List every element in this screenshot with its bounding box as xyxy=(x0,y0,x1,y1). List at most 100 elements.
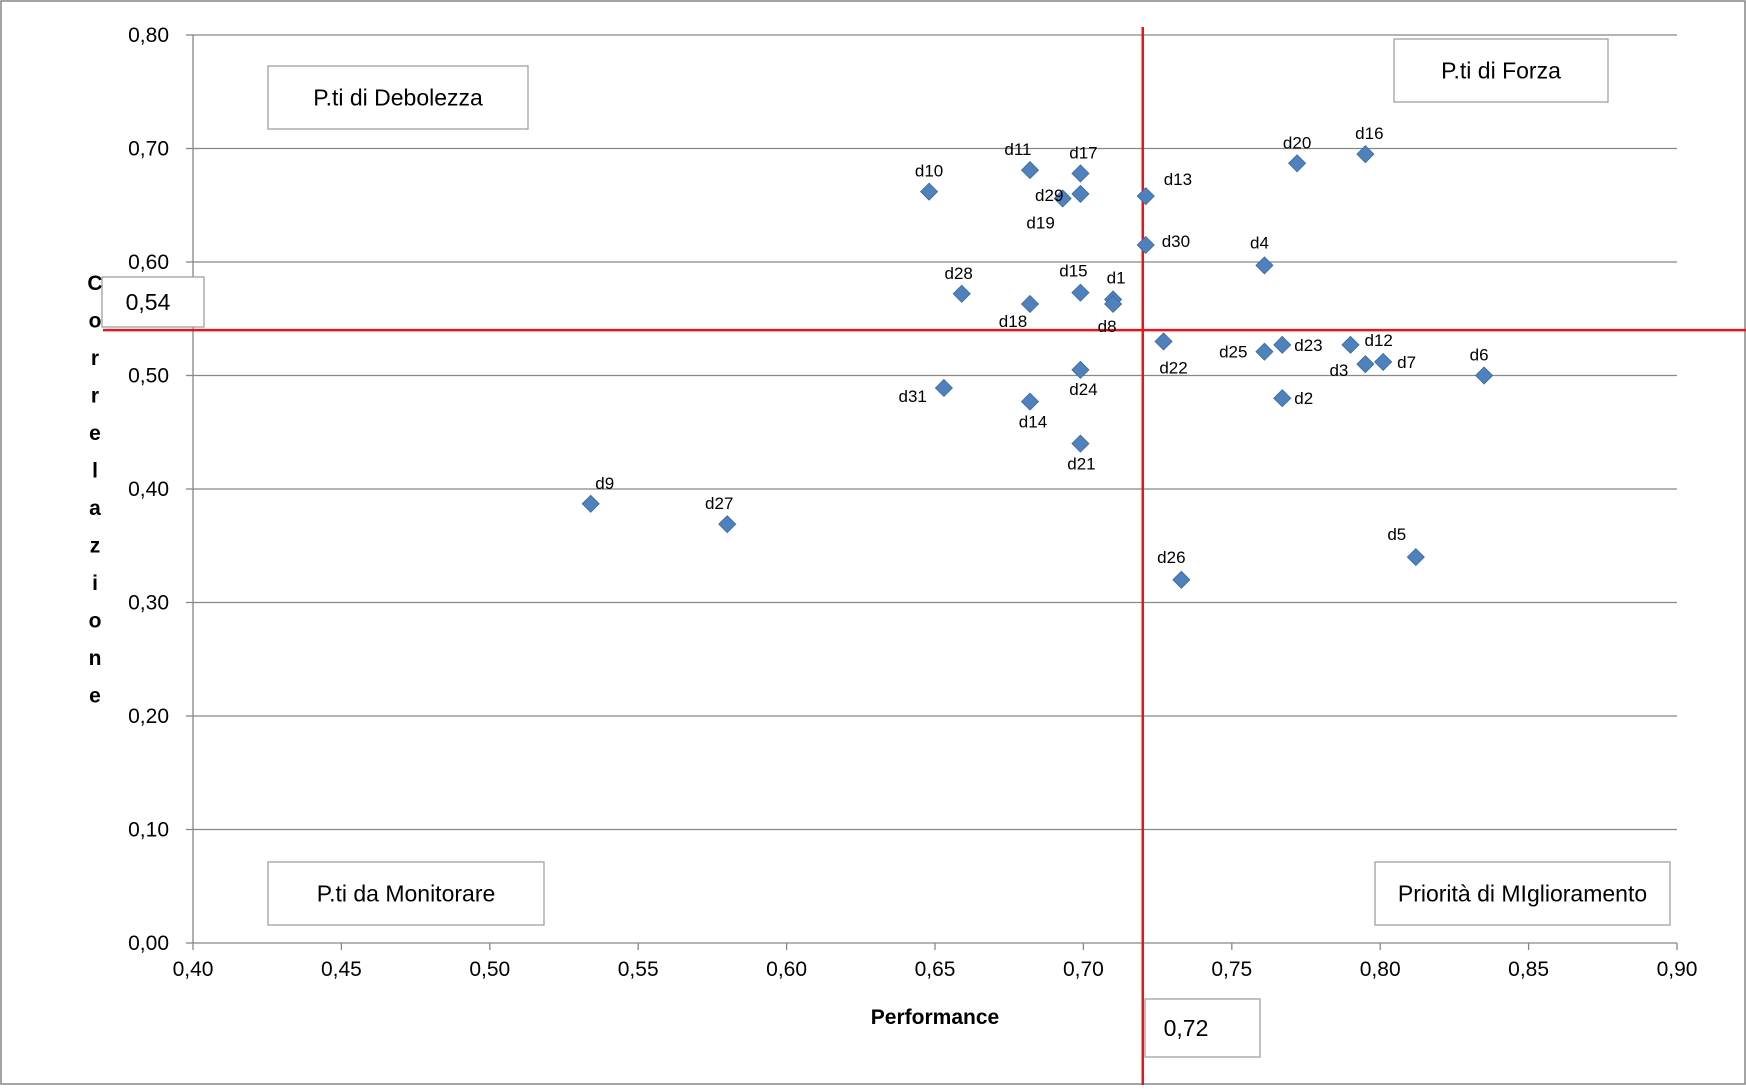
point-d30: d30 xyxy=(1136,232,1190,255)
point-label: d12 xyxy=(1365,331,1393,350)
quadrant-top-left-text: P.ti di Debolezza xyxy=(313,85,483,111)
point-marker xyxy=(919,182,939,201)
point-label: d2 xyxy=(1294,389,1313,408)
y-tick-label: 0,50 xyxy=(128,365,169,388)
point-label: d28 xyxy=(945,264,973,283)
point-marker xyxy=(1475,366,1494,385)
y-axis-title-letter: i xyxy=(92,572,98,595)
point-d13: d13 xyxy=(1136,170,1192,206)
point-label: d30 xyxy=(1162,232,1190,251)
quadrant-bottom-left-text: P.ti da Monitorare xyxy=(317,881,496,907)
point-d6: d6 xyxy=(1470,346,1494,385)
point-label: d5 xyxy=(1387,525,1406,544)
point-label: d4 xyxy=(1250,233,1269,252)
point-marker xyxy=(1255,342,1274,361)
point-d21: d21 xyxy=(1067,434,1096,474)
y-tick-label: 0,20 xyxy=(128,705,169,728)
point-label: d27 xyxy=(705,494,733,513)
point-label: d24 xyxy=(1069,380,1097,399)
point-label: d18 xyxy=(999,312,1027,331)
threshold-y-box xyxy=(101,276,205,328)
point-marker xyxy=(1071,164,1090,183)
point-marker xyxy=(1172,570,1191,589)
threshold-x-label: 0,72 xyxy=(1164,1015,1209,1041)
point-label: d16 xyxy=(1355,124,1383,143)
y-axis-title-letter: e xyxy=(89,685,101,708)
point-d25: d25 xyxy=(1219,342,1274,362)
data-points: d1 d2 d3 d4 d5 d6 d7 d8 d9 d10 d11 d12 d13 d14 d15 d16 d… xyxy=(581,124,1494,589)
quadrant-top-right-text: P.ti di Forza xyxy=(1441,58,1561,84)
point-label: d9 xyxy=(595,474,614,493)
point-marker xyxy=(1406,548,1425,567)
quadrant-top-left: P.ti di Debolezza xyxy=(267,65,529,130)
point-label: d22 xyxy=(1159,358,1187,377)
point-label: d17 xyxy=(1069,143,1097,162)
point-marker xyxy=(1053,189,1072,208)
point-label: d8 xyxy=(1098,317,1117,336)
point-label: d6 xyxy=(1470,346,1489,365)
point-d11: d11 xyxy=(1004,140,1040,180)
y-axis-title-letter: n xyxy=(89,647,102,670)
point-label: d3 xyxy=(1329,361,1348,380)
point-label: d21 xyxy=(1067,455,1095,474)
point-label: d13 xyxy=(1164,170,1192,189)
point-marker xyxy=(1071,184,1090,203)
point-marker xyxy=(1341,335,1360,354)
y-tick-label: 0,30 xyxy=(128,592,169,615)
y-tick-label: 0,10 xyxy=(128,819,169,842)
x-tick-label: 0,50 xyxy=(469,958,510,981)
point-d23: d23 xyxy=(1273,335,1323,355)
point-d18: d18 xyxy=(999,294,1040,331)
point-label: d1 xyxy=(1107,268,1126,287)
point-d2: d2 xyxy=(1273,389,1313,408)
x-tick-label: 0,45 xyxy=(321,958,362,981)
y-tick-label: 0,40 xyxy=(128,478,169,501)
point-label: d7 xyxy=(1397,353,1416,372)
point-d20: d20 xyxy=(1283,133,1311,173)
point-d19: d19 xyxy=(1026,189,1072,232)
y-axis-title-letter: l xyxy=(92,460,98,483)
point-marker xyxy=(1020,294,1040,314)
point-d9: d9 xyxy=(581,474,614,513)
point-d4: d4 xyxy=(1250,233,1274,275)
y-axis-title-letter: a xyxy=(89,497,101,520)
threshold-x-box xyxy=(1144,998,1261,1058)
point-marker xyxy=(1071,360,1090,379)
x-tick-label: 0,60 xyxy=(766,958,807,981)
point-marker xyxy=(1288,154,1307,173)
threshold-y-label: 0,54 xyxy=(126,289,171,315)
gridlines xyxy=(193,34,1677,831)
y-axis-title-letter: z xyxy=(90,535,101,558)
point-d24: d24 xyxy=(1069,360,1098,399)
x-tick-label: 0,70 xyxy=(1063,958,1104,981)
threshold-lines: 0,54 0,72 xyxy=(101,27,1746,1085)
point-label: d31 xyxy=(899,387,927,406)
point-d15: d15 xyxy=(1059,262,1090,302)
point-marker xyxy=(934,378,953,398)
point-marker xyxy=(1356,145,1375,164)
point-d12: d12 xyxy=(1341,331,1393,354)
point-d26: d26 xyxy=(1157,548,1191,589)
point-label: d11 xyxy=(1004,140,1031,159)
quadrant-bottom-right-box xyxy=(1374,861,1671,926)
point-marker xyxy=(1255,256,1274,275)
point-label: d26 xyxy=(1157,548,1185,567)
y-axis-title-letter: o xyxy=(89,310,102,333)
y-tick-label: 0,80 xyxy=(128,24,169,47)
x-tick-label: 0,80 xyxy=(1360,958,1401,981)
axes: 0,00 0,10 0,20 0,30 0,40 0,50 0,60 0,70 0,80 0,40… xyxy=(87,24,1697,1029)
point-marker xyxy=(1273,335,1292,354)
point-label: d29 xyxy=(1035,186,1063,205)
point-d14: d14 xyxy=(1019,392,1047,432)
y-axis-title-letter: e xyxy=(89,422,101,445)
quadrant-top-right-box xyxy=(1393,38,1609,103)
point-marker xyxy=(1104,294,1123,314)
point-label: d23 xyxy=(1294,336,1322,355)
point-marker xyxy=(1273,389,1292,408)
x-tick-label: 0,85 xyxy=(1508,958,1549,981)
point-marker xyxy=(1136,235,1155,255)
point-marker xyxy=(1154,332,1173,351)
y-axis-title-letter: r xyxy=(91,347,99,370)
point-label: d14 xyxy=(1019,413,1047,432)
